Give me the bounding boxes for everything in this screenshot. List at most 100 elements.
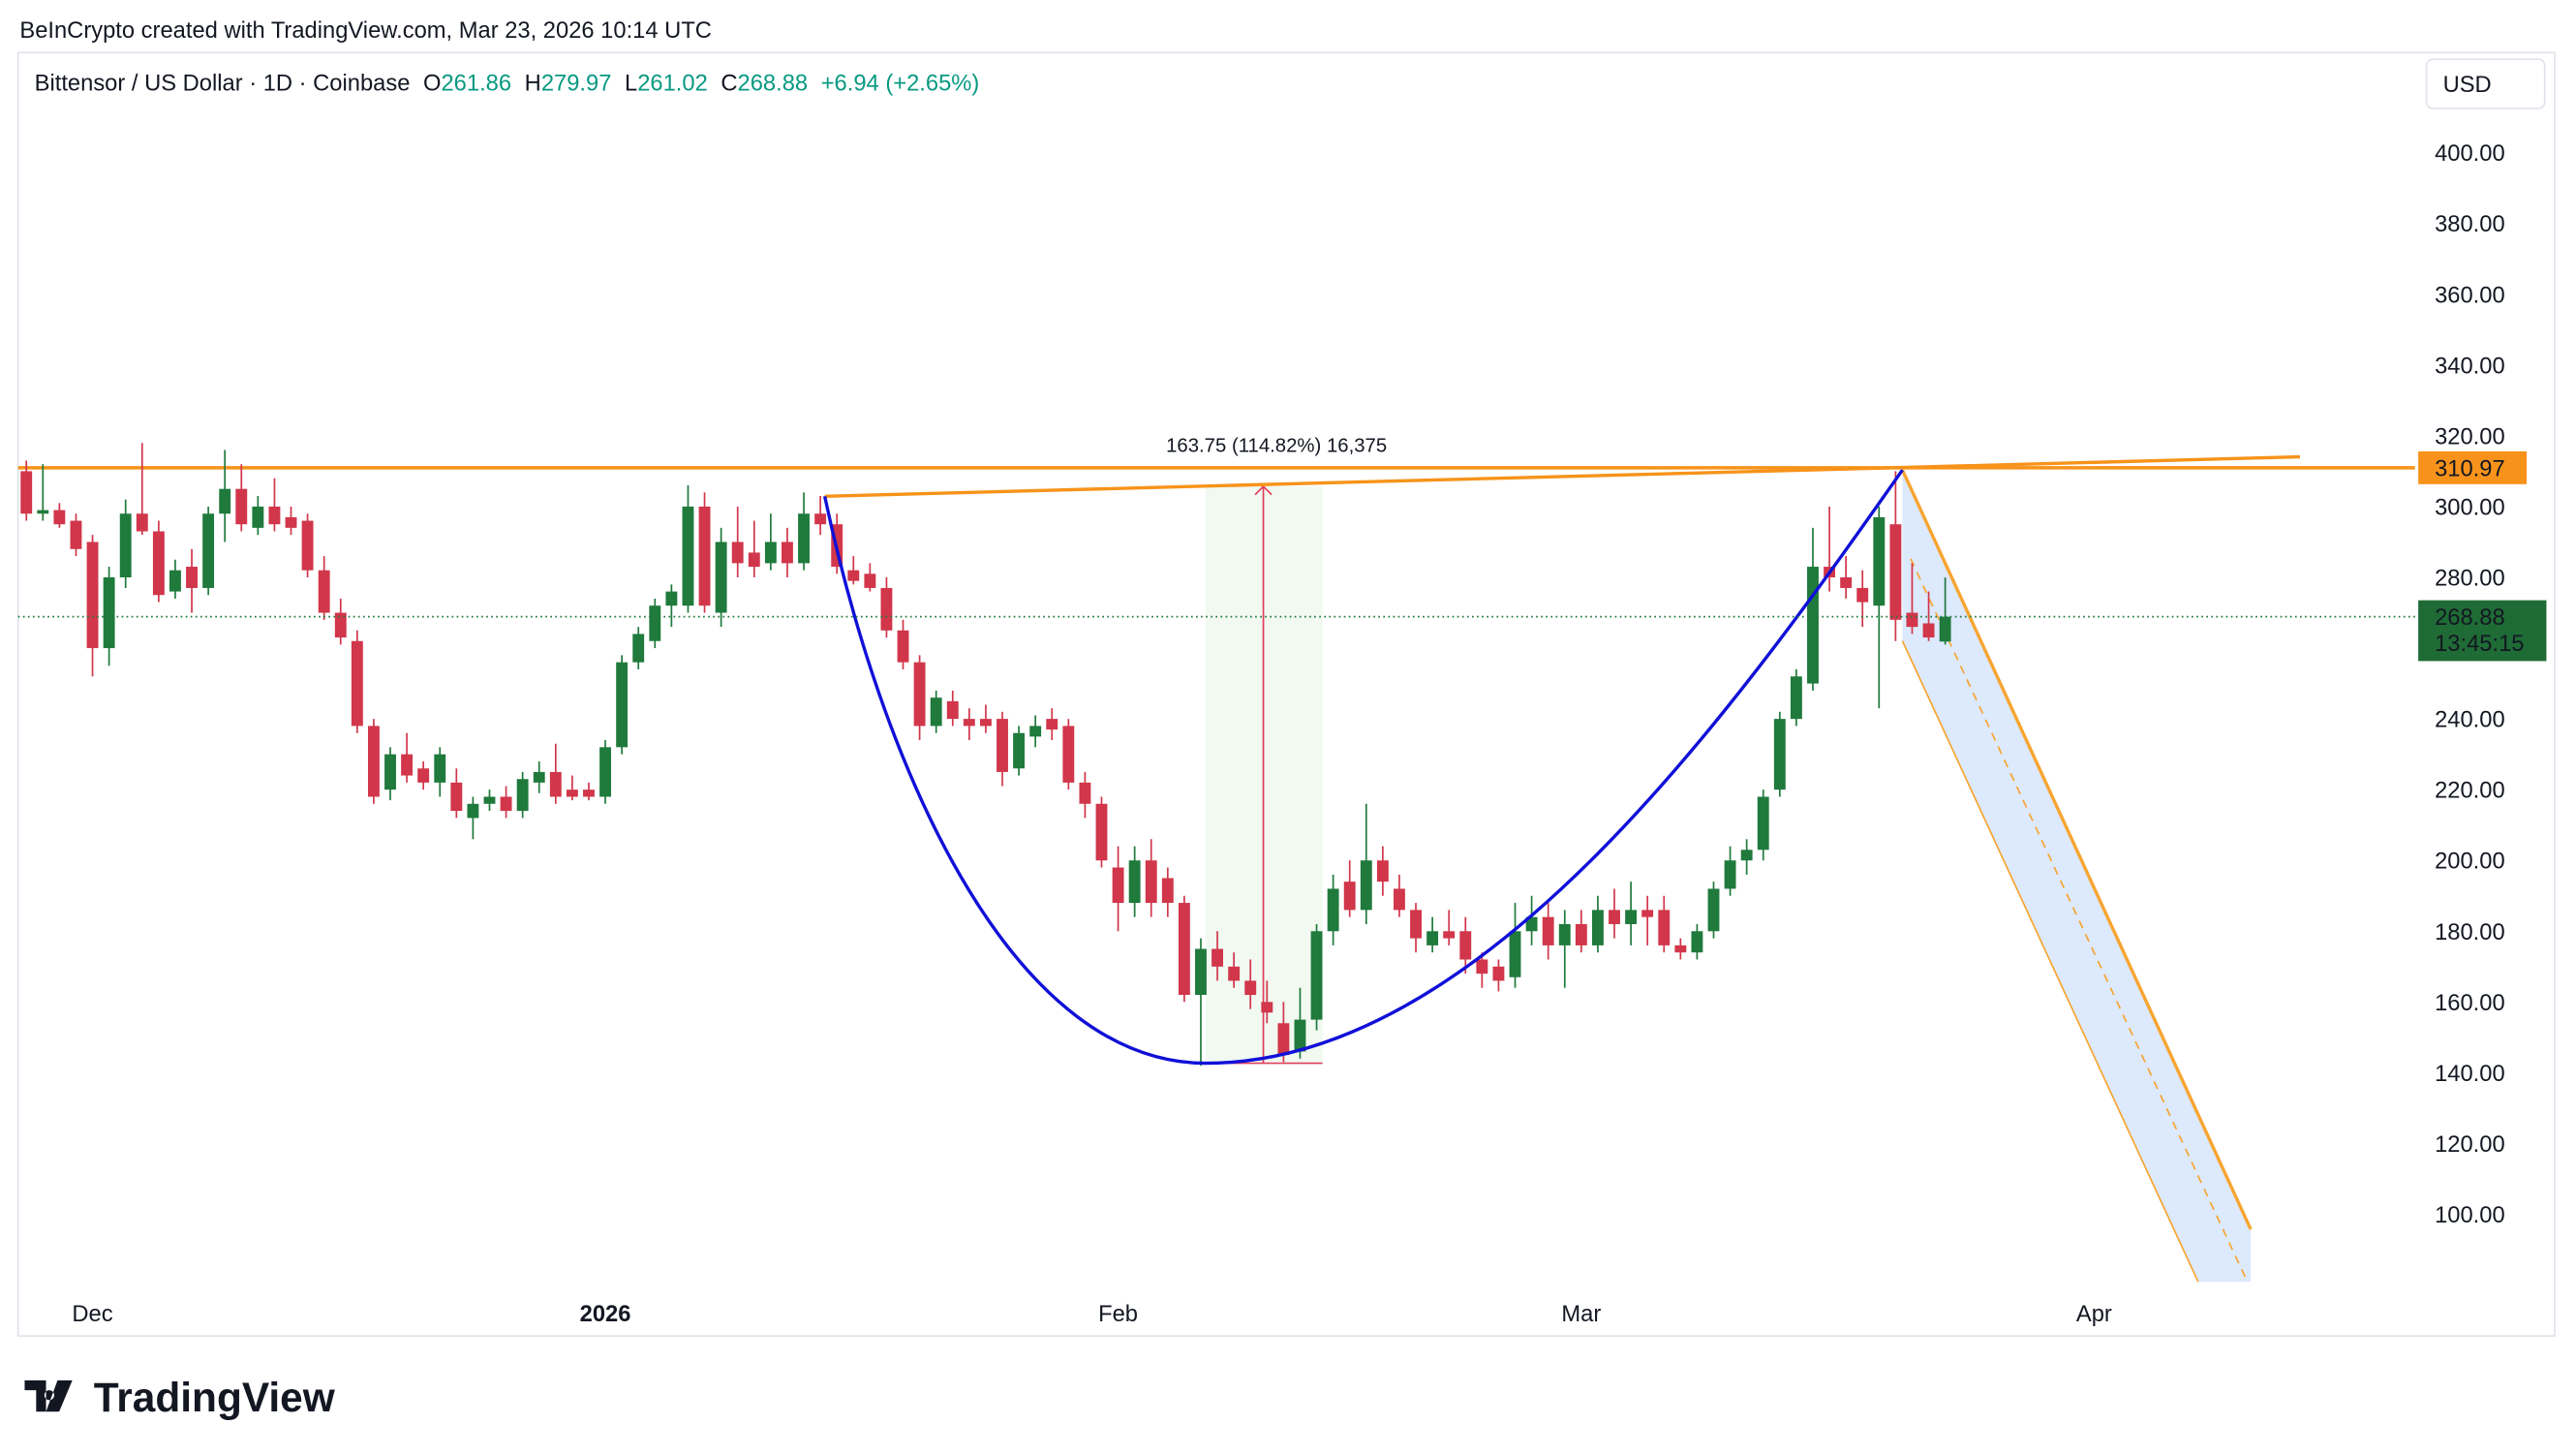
candle-body — [202, 513, 215, 588]
candle-body — [748, 552, 760, 568]
candle-body — [318, 570, 330, 613]
candle-body — [1228, 966, 1241, 981]
logo-text: TradingView — [94, 1375, 336, 1420]
ohlc-value: 261.02 — [637, 71, 708, 96]
candle-body — [1476, 959, 1488, 975]
ohlc-value: 261.86 — [441, 71, 511, 96]
ohlc-label: L — [625, 71, 637, 96]
candle-body — [1145, 860, 1157, 904]
candle-body — [235, 488, 248, 525]
y-tick-label: 280.00 — [2435, 566, 2505, 591]
legend: Bittensor / US Dollar · 1D · Coinbase O26… — [35, 71, 980, 96]
candle-body — [1029, 726, 1042, 737]
candle-body — [1079, 782, 1091, 804]
x-tick-label: Feb — [1098, 1302, 1138, 1327]
header: BeInCrypto created with TradingView.com,… — [19, 18, 712, 44]
candle-body — [1261, 1002, 1273, 1013]
candle-body — [864, 573, 876, 588]
candle-body — [880, 587, 893, 631]
y-tick-label: 320.00 — [2435, 424, 2505, 449]
candle-body — [583, 789, 595, 797]
candle-body — [847, 570, 860, 581]
x-tick-label: Mar — [1561, 1302, 1601, 1327]
ohlc-label: O — [423, 71, 441, 96]
candle-body — [1360, 860, 1372, 911]
candle-body — [1707, 888, 1720, 932]
candle-body — [186, 567, 198, 588]
candle-body — [467, 803, 479, 819]
candle-body — [1873, 516, 1886, 606]
candle-body — [1046, 719, 1058, 730]
candle-body — [1558, 923, 1571, 945]
currency[interactable]: USD — [2443, 73, 2492, 98]
candle-body — [1525, 916, 1538, 932]
candle-body — [1178, 903, 1190, 996]
candle-body — [1112, 867, 1124, 904]
x-tick-label: 2026 — [580, 1302, 631, 1327]
candle-body — [1195, 948, 1207, 996]
candle-body — [285, 516, 297, 528]
candle-body — [1889, 524, 1902, 620]
currency-button[interactable] — [2425, 58, 2546, 109]
candle-body — [1922, 623, 1935, 638]
candle-body — [1343, 882, 1356, 911]
candle-body — [516, 779, 529, 812]
x-tick-label: Dec — [72, 1302, 112, 1327]
y-tick-label: 380.00 — [2435, 212, 2505, 237]
candle-body — [930, 697, 942, 727]
candle-body — [1790, 676, 1802, 720]
candle-body — [1674, 944, 1687, 953]
candle-body — [963, 719, 975, 727]
ohlc-value: 279.97 — [541, 71, 612, 96]
candle-body — [70, 520, 82, 549]
candle-body — [1575, 923, 1587, 945]
candle-body — [1410, 910, 1422, 939]
candle-body — [417, 768, 430, 783]
candle-body — [1658, 910, 1671, 945]
candle-body — [682, 506, 694, 606]
candle-body — [1426, 931, 1439, 945]
logo: TradingView — [24, 1375, 336, 1420]
candle-body — [549, 771, 562, 797]
candle-body — [1641, 910, 1654, 917]
candle-body — [1840, 577, 1853, 588]
ohlc-value: 268.88 — [738, 71, 809, 96]
candle-body — [1244, 980, 1257, 996]
candle-body — [136, 513, 148, 532]
candle-body — [1443, 931, 1456, 939]
candle-body — [698, 506, 711, 606]
candle-body — [103, 577, 115, 649]
y-tick-label: 340.00 — [2435, 354, 2505, 379]
y-tick-label: 220.00 — [2435, 779, 2505, 804]
candle-body — [119, 513, 132, 578]
candle-body — [715, 542, 727, 613]
candle-body — [367, 726, 380, 797]
candle-body — [1757, 796, 1769, 851]
candle-body — [401, 754, 414, 776]
candle-body — [20, 471, 33, 514]
candle-body — [1211, 948, 1223, 967]
candle-body — [169, 570, 181, 592]
candle-body — [434, 754, 446, 783]
candle-body — [1128, 860, 1141, 904]
candle-body — [632, 634, 645, 663]
projection-upper — [1900, 469, 2253, 1230]
y-tick-label: 100.00 — [2435, 1203, 2505, 1228]
candle-body — [616, 662, 629, 748]
candle-body — [1509, 931, 1521, 977]
candle-body — [798, 513, 810, 564]
candle-body — [814, 513, 827, 525]
candle-body — [1161, 878, 1174, 904]
measure-arrowhead — [1254, 484, 1273, 496]
candle-body — [997, 719, 1008, 772]
y-tick-label: 240.00 — [2435, 708, 2505, 733]
candle-body — [1609, 910, 1620, 924]
projection-lower — [1901, 640, 2199, 1283]
y-tick-label: 400.00 — [2435, 141, 2505, 167]
candle-body — [782, 542, 793, 564]
candle-body — [483, 796, 496, 804]
ohlc-label: H — [525, 71, 541, 96]
cup-curve — [822, 469, 1904, 1066]
